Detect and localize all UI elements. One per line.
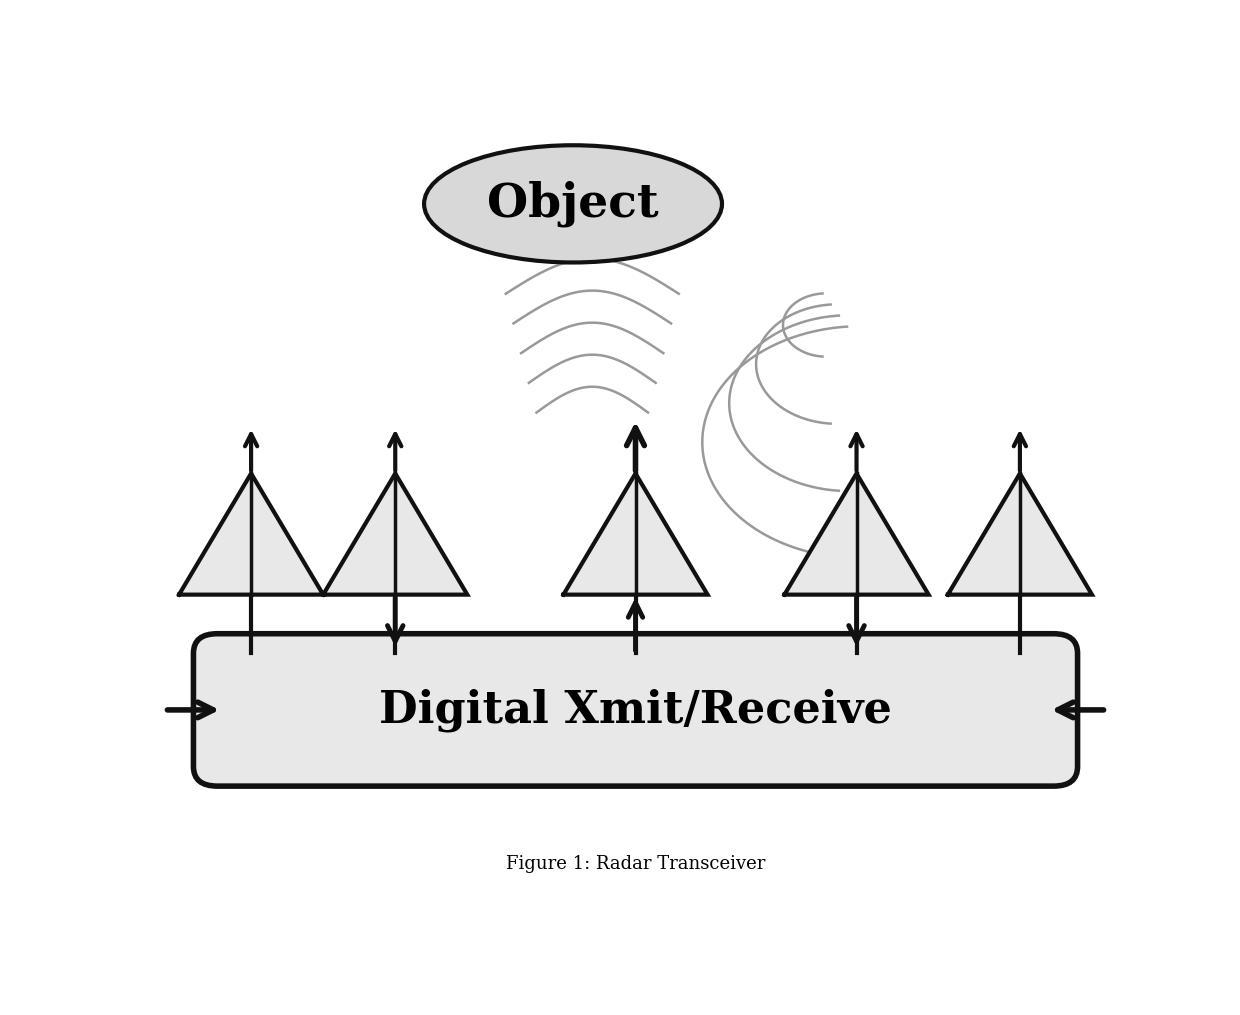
Text: Object: Object (487, 181, 658, 227)
Ellipse shape (424, 145, 722, 263)
Polygon shape (563, 474, 708, 595)
Polygon shape (785, 474, 929, 595)
Text: Figure 1: Radar Transceiver: Figure 1: Radar Transceiver (506, 856, 765, 873)
Polygon shape (179, 474, 324, 595)
Polygon shape (947, 474, 1092, 595)
FancyBboxPatch shape (193, 633, 1078, 786)
Text: Digital Xmit/Receive: Digital Xmit/Receive (379, 688, 892, 732)
Polygon shape (324, 474, 467, 595)
